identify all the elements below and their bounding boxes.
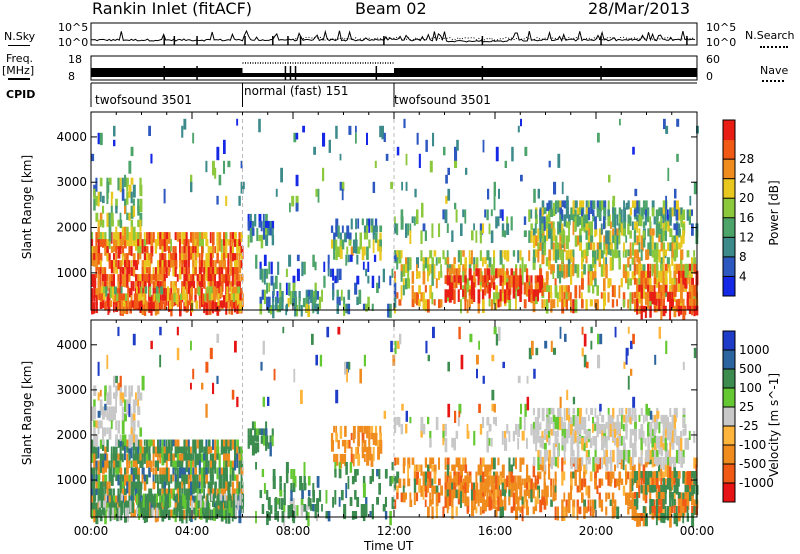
xtick-label-3: 12:00 [377,524,412,538]
power-ytick-label-0: 1000 [56,266,87,280]
xtick-label-5: 20:00 [579,524,614,538]
cpid-label: CPID [6,88,36,101]
power-cbar-seg-2 [723,237,735,258]
nave-rtick-bottom: 0 [706,70,713,83]
velocity-cbar-label-5: -100 [739,438,766,452]
velocity-ytick-label-0: 1000 [56,473,87,487]
velocity-cbar-label-4: -25 [739,419,759,433]
cpid-segment-1: twofsound 3501 [95,93,192,107]
xtick-label-0: 00:00 [74,524,109,538]
power-ytick-label-2: 3000 [56,175,87,189]
nave-rtick-top: 60 [706,53,720,66]
power-cbar-seg-3 [723,217,735,238]
freq-ytick-top: 18 [68,53,82,66]
velocity-cbar-seg-0 [723,483,735,503]
velocity-cbar-label-3: 25 [739,400,754,414]
velocity-cbar-label-0: 1000 [739,343,770,357]
freq-band-2 [394,68,697,77]
power-cbar-label-2: 12 [739,230,754,244]
nsearch-legend-line [760,46,788,48]
xtick-label-4: 16:00 [478,524,513,538]
velocity-ytick-label-1: 2000 [56,428,87,442]
power-cbar-label-6: 28 [739,152,754,166]
power-cbar-seg-4 [723,198,735,219]
power-cbar-label-1: 8 [739,250,747,264]
power-cbar-seg-6 [723,159,735,180]
cpid-segment-2: normal (fast) 151 [244,84,349,98]
velocity-cbar-seg-1 [723,464,735,484]
velocity-cbar-seg-8 [723,331,735,351]
power-ytick-label-3: 4000 [56,130,87,144]
power-cbar-frame [722,119,736,297]
freq-label-line2: [MHz] [2,64,35,77]
power-cbar-label-5: 24 [739,172,754,186]
beam-label: Beam 02 [355,0,427,18]
xtick-label-1: 04:00 [175,524,210,538]
velocity-cbar-frame [722,330,736,503]
nave-label: Nave [760,64,789,77]
nsky-rtick-top: 10^5 [706,21,737,34]
freq-band-mid [242,73,394,77]
power-cbar-seg-1 [723,256,735,277]
power-cbar-label-0: 4 [739,269,747,283]
freq-band-1 [91,68,243,77]
freq-ytick-bottom: 8 [68,70,75,83]
freq-label-line1: Freq. [6,52,34,65]
velocity-ytick-label-3: 4000 [56,338,87,352]
date-label: 28/Mar/2013 [588,0,691,18]
xaxis-label: Time UT [364,539,414,553]
xtick-label-2: 08:00 [276,524,311,538]
velocity-echo-field [91,326,699,528]
power-cbar-seg-0 [723,276,735,297]
velocity-cbar-seg-7 [723,350,735,370]
velocity-cbar-seg-5 [723,388,735,408]
velocity-cbar-label-7: -1000 [739,476,774,490]
velocity-cbar-label-6: -500 [739,457,766,471]
velocity-cbar-seg-4 [723,407,735,427]
nsky-ytick-top: 10^5 [58,21,89,34]
nsky-label: N.Sky [4,30,36,43]
nsky-ytick-bottom: 10^0 [58,36,89,49]
power-ytick-label-1: 2000 [56,221,87,235]
nave-legend-line [762,80,784,82]
power-cbar-label-3: 16 [739,211,754,225]
freq-legend-line [8,78,30,80]
velocity-cbar-seg-3 [723,426,735,446]
nsky-rtick-bottom: 10^0 [706,36,737,49]
power-cbar-seg-8 [723,120,735,141]
power-cbar-seg-7 [723,139,735,160]
velocity-cbar-label-1: 500 [739,362,762,376]
power-cbar-label-4: 20 [739,191,754,205]
nsky-panel-frame [90,22,698,46]
nsearch-label: N.Search [745,29,795,42]
plot-title: Rankin Inlet (fitACF) [92,0,253,18]
velocity-cbar-seg-2 [723,445,735,465]
nsky-series-line [91,29,696,43]
power-echo-field [91,118,699,320]
xtick-label-6: 00:00 [680,524,715,538]
velocity-ytick-label-2: 3000 [56,383,87,397]
power-cbar-seg-5 [723,178,735,199]
cpid-segment-3: twofsound 3501 [394,93,491,107]
nsky-legend-line [8,45,30,46]
velocity-cbar-label-2: 100 [739,381,762,395]
velocity-cbar-seg-6 [723,369,735,389]
